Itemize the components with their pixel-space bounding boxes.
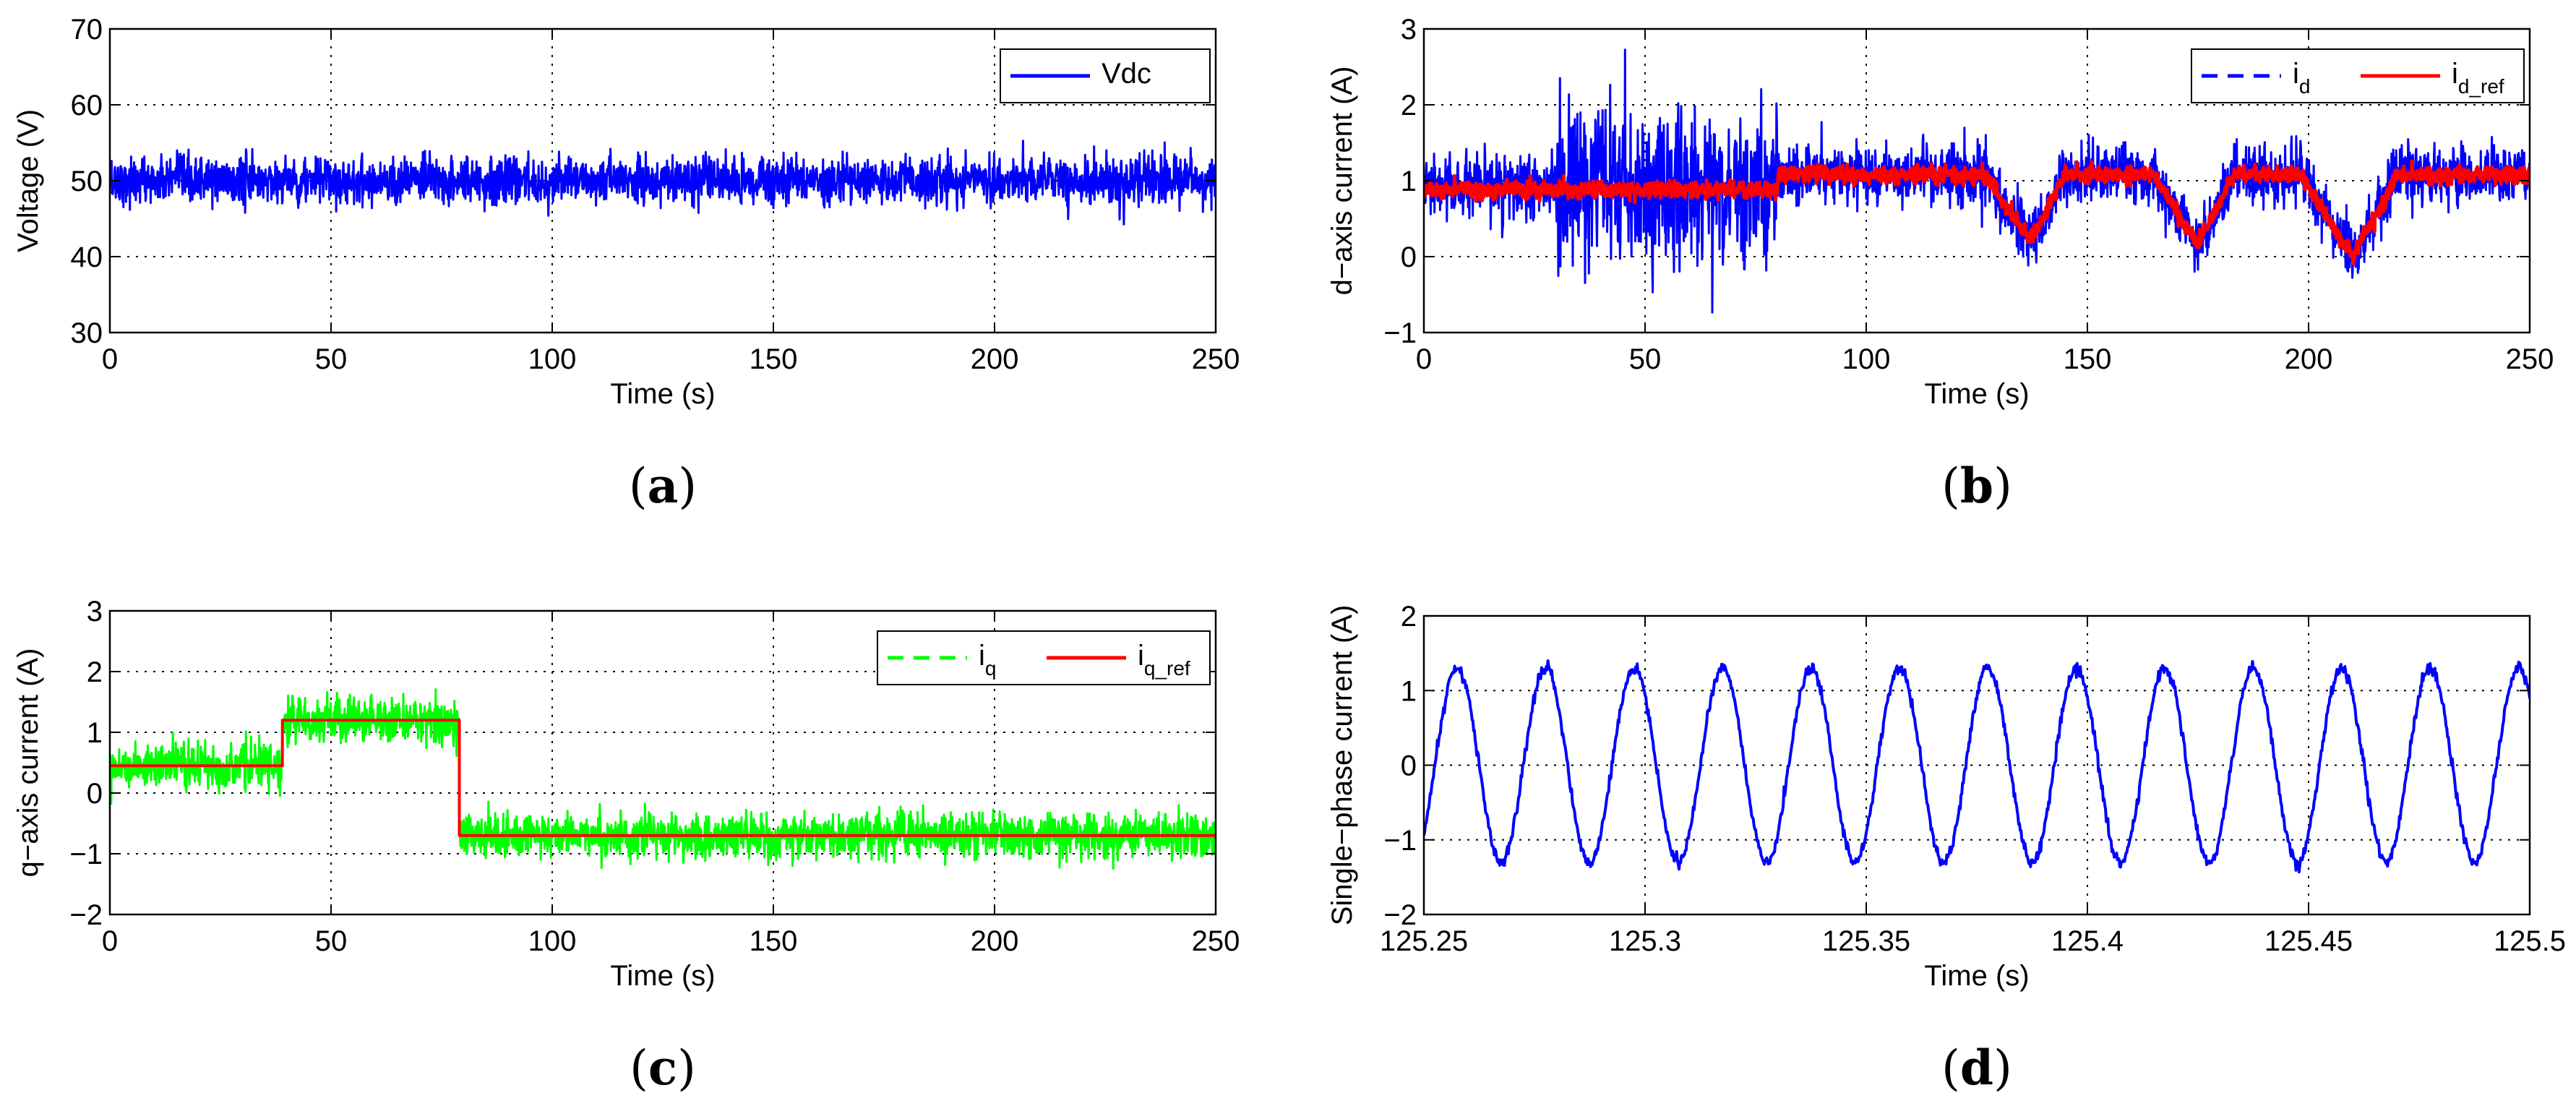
y-tick-label: −2 (69, 899, 103, 931)
y-tick-label: 60 (71, 90, 103, 121)
panel-d-single-phase-current-chart: 125.25 125.3 125.35 125.4 125.45 125.5−2−1012… (1326, 601, 2566, 1096)
y-axis-label: Single−phase current (A) (1326, 605, 1358, 926)
y-tick-label: 0 (87, 778, 103, 810)
series-line-i-d (1424, 48, 2530, 314)
x-tick-label: 200 (971, 343, 1019, 375)
series-group (1424, 48, 2530, 314)
x-tick-label: 200 (971, 925, 1019, 957)
x-tick-label: 100 (528, 925, 577, 957)
x-tick-label: 100 (1842, 343, 1891, 375)
y-axis-label: d−axis current (A) (1326, 67, 1358, 296)
y-tick-label: 30 (71, 317, 103, 349)
y-tick-label: 1 (87, 717, 103, 749)
panel-caption: (d) (1941, 1040, 2012, 1096)
series-line-current (1424, 659, 2530, 874)
series-line-i-q-ref (110, 719, 1216, 837)
y-tick-label: −1 (69, 839, 103, 870)
axes-frame (108, 609, 1217, 916)
series-group (110, 688, 1216, 870)
y-tick-label: 70 (71, 14, 103, 46)
legend: iq iq_ref (877, 630, 1211, 685)
y-tick-label: −1 (1383, 825, 1417, 857)
series-line-i-d-ref (1424, 159, 2530, 266)
x-axis-label: Time (s) (1924, 378, 2029, 410)
x-tick-label: 0 (102, 925, 118, 957)
series-line-Vdc (110, 140, 1216, 226)
x-tick-label: 50 (1629, 343, 1662, 375)
grid (1424, 616, 2530, 914)
x-tick-label: 125.25 (1380, 925, 1468, 957)
legend: Vdc (1000, 48, 1211, 103)
x-tick-label: 250 (1192, 343, 1240, 375)
legend-box (2191, 48, 2525, 103)
y-tick-label: 2 (87, 656, 103, 688)
legend-label: iq (979, 640, 996, 680)
series-group (1424, 659, 2530, 874)
x-tick-label: 250 (1192, 925, 1240, 957)
ticks: 0 50 100 150 200 250 30 40 50 60 70 (71, 14, 1240, 375)
panel-caption: (c) (630, 1040, 696, 1096)
y-tick-label: 2 (1401, 601, 1417, 633)
x-tick-label: 200 (2285, 343, 2333, 375)
x-tick-label: 150 (750, 925, 798, 957)
panel-caption: (a) (629, 458, 697, 514)
x-tick-label: 50 (315, 925, 348, 957)
ticks: 0 50 100 150 200 250 −2 −1 0 1 2 3 (69, 596, 1240, 957)
panel-c-q-axis-current-chart: 0 50 100 150 200 250 −2 −1 0 1 2 3 Time (s) q−axis cu… (12, 596, 1240, 1096)
y-tick-label: 0 (1401, 750, 1417, 782)
y-tick-label: 3 (87, 596, 103, 627)
series-group (110, 140, 1216, 226)
y-axis-label: Voltage (V) (12, 109, 44, 252)
x-tick-label: 250 (2506, 343, 2554, 375)
x-axis-label: Time (s) (610, 378, 715, 410)
x-tick-label: 150 (750, 343, 798, 375)
panel-caption: (b) (1941, 458, 2012, 514)
legend: id id_ref (2191, 48, 2525, 103)
x-tick-label: 125.35 (1822, 925, 1910, 957)
x-tick-label: 0 (1416, 343, 1432, 375)
y-tick-label: 3 (1401, 14, 1417, 46)
y-tick-label: 1 (1401, 675, 1417, 707)
y-tick-label: 50 (71, 166, 103, 197)
y-tick-label: −1 (1383, 317, 1417, 349)
y-tick-label: 1 (1401, 166, 1417, 197)
y-tick-label: 2 (1401, 90, 1417, 121)
legend-label: Vdc (1102, 58, 1151, 90)
x-tick-label: 150 (2064, 343, 2112, 375)
x-axis-label: Time (s) (1924, 960, 2029, 992)
legend-box (877, 630, 1211, 685)
x-tick-label: 50 (315, 343, 348, 375)
y-tick-label: 40 (71, 241, 103, 273)
ticks: 125.25 125.3 125.35 125.4 125.45 125.5 −2 −1 0 1 2 (1380, 601, 2566, 957)
panel-a-voltage-chart: 0 50 100 150 200 250 30 40 50 60 70 Time (s) Voltage… (12, 14, 1240, 514)
x-tick-label: 125.3 (1609, 925, 1681, 957)
x-tick-label: 125.4 (2051, 925, 2124, 957)
y-axis-label: q−axis current (A) (12, 648, 44, 878)
x-tick-label: 125.45 (2264, 925, 2353, 957)
x-tick-label: 100 (528, 343, 577, 375)
series-line-i-q (110, 688, 1216, 870)
x-tick-label: 0 (102, 343, 118, 375)
x-tick-label: 125.5 (2494, 925, 2566, 957)
x-axis-label: Time (s) (610, 960, 715, 992)
y-tick-label: −2 (1383, 899, 1417, 931)
y-tick-label: 0 (1401, 241, 1417, 273)
